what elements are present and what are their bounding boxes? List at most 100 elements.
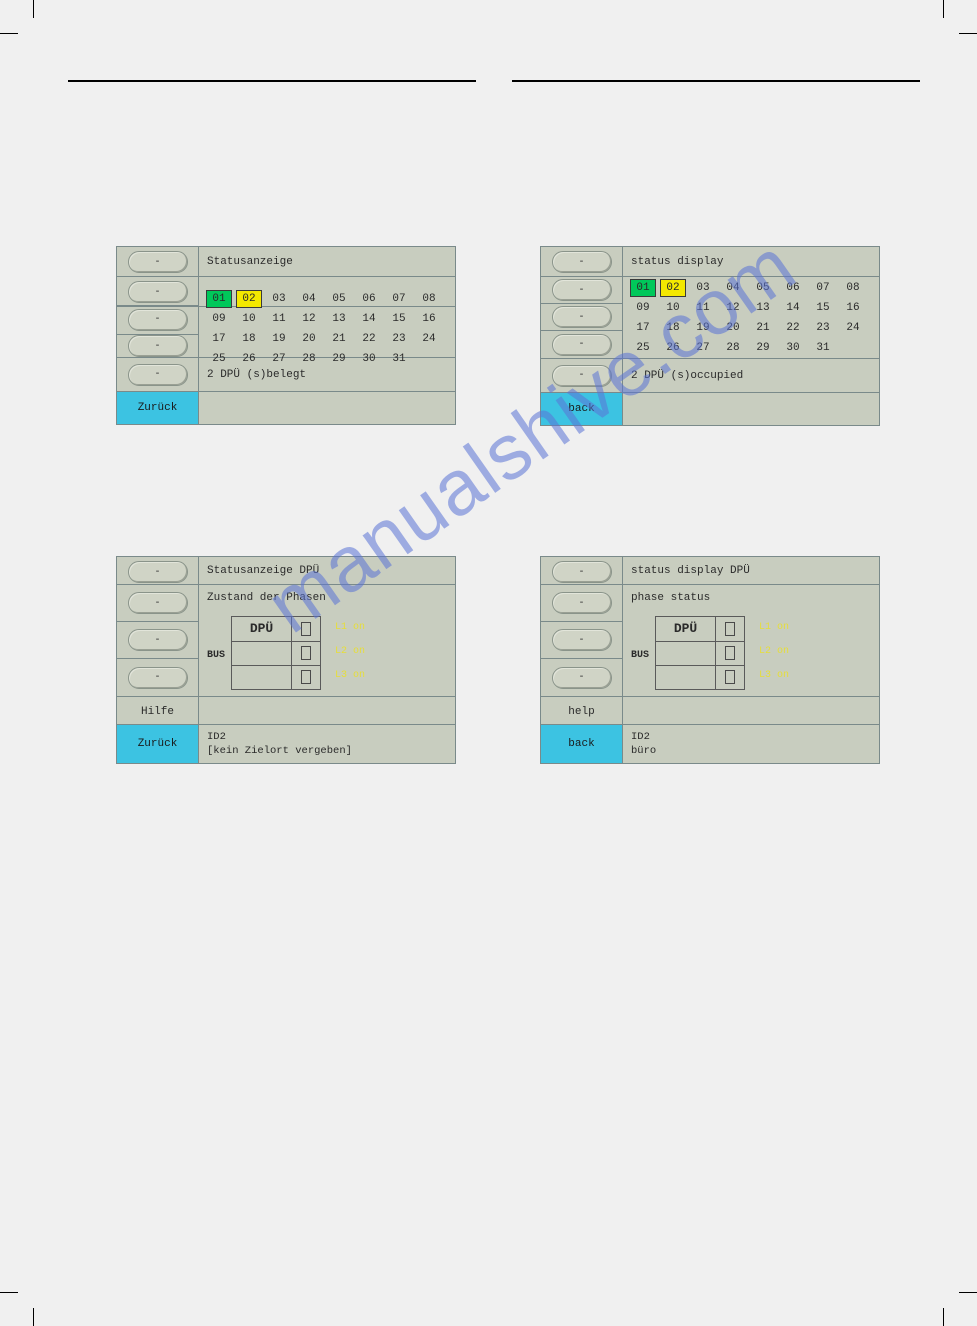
dpu-cell-15[interactable]: 15 [811,300,835,316]
dpu-cell-09[interactable]: 09 [631,300,655,316]
dpu-cell-18[interactable]: 18 [661,320,685,336]
dpu-cell-03[interactable]: 03 [267,291,291,307]
phase-panel-de: - Statusanzeige DPÜ - - - Zustand der Ph… [116,556,456,764]
dpu-cell-20[interactable]: 20 [297,331,321,347]
panel-title: Statusanzeige DPÜ [207,565,447,577]
phase-led-1 [301,622,311,636]
side-button-3[interactable]: - [117,622,198,659]
dpu-cell-11[interactable]: 11 [691,300,715,316]
dpu-cell-09[interactable]: 09 [207,311,231,327]
dpu-cell-24[interactable]: 24 [841,320,865,336]
dpu-cell-12[interactable]: 12 [721,300,745,316]
dpu-cell-03[interactable]: 03 [691,280,715,296]
phase-subtitle: phase status [631,592,871,604]
side-button-1[interactable]: - [541,557,623,587]
dpu-cell-05[interactable]: 05 [751,280,775,296]
side-button-4[interactable]: - [117,659,198,696]
back-button[interactable]: back [541,725,623,763]
dpu-cell-07[interactable]: 07 [387,291,411,307]
side-button-1[interactable]: - [541,247,623,277]
id-line-2: [kein Zielort vergeben] [207,745,447,757]
crop-mark [943,1308,944,1326]
help-button[interactable]: help [541,697,623,727]
dpu-cell-14[interactable]: 14 [357,311,381,327]
dpu-cell-01[interactable]: 01 [631,280,655,296]
dpu-cell-08[interactable]: 08 [417,291,441,307]
dpu-cell-06[interactable]: 06 [781,280,805,296]
side-button-3[interactable]: - [541,622,622,659]
dpu-cell-07[interactable]: 07 [811,280,835,296]
side-button-1[interactable]: - [117,247,199,277]
side-button-5[interactable]: - [541,359,623,392]
phase-led-3 [301,670,311,684]
dpu-cell-27[interactable]: 27 [691,340,715,356]
dpu-cell-04[interactable]: 04 [721,280,745,296]
help-button-label: Hilfe [141,706,174,718]
side-button-4[interactable]: - [541,659,622,696]
dpu-cell-31[interactable]: 31 [811,340,835,356]
header-rule-right [512,80,920,82]
dpu-cell-15[interactable]: 15 [387,311,411,327]
dpu-cell-29[interactable]: 29 [751,340,775,356]
dpu-cell-19[interactable]: 19 [267,331,291,347]
dpu-cell-20[interactable]: 20 [721,320,745,336]
dpu-cell-30[interactable]: 30 [781,340,805,356]
side-button-1[interactable]: - [117,557,199,587]
dpu-cell-22[interactable]: 22 [357,331,381,347]
phase-label-3: L3 on [759,664,789,688]
dpu-cell-14[interactable]: 14 [781,300,805,316]
dpu-cell-23[interactable]: 23 [811,320,835,336]
dpu-cell-17[interactable]: 17 [207,331,231,347]
side-button-2[interactable]: - [541,585,622,622]
dpu-cell-02[interactable]: 02 [237,291,261,307]
dpu-cell-24[interactable]: 24 [417,331,441,347]
dpu-cell-06[interactable]: 06 [357,291,381,307]
crop-mark [33,0,34,18]
dpu-cell-16[interactable]: 16 [417,311,441,327]
back-button[interactable]: Zurück [117,392,199,424]
side-button-2[interactable]: - [541,277,622,304]
dpu-cell-11[interactable]: 11 [267,311,291,327]
dpu-cell-12[interactable]: 12 [297,311,321,327]
dpu-cell-13[interactable]: 13 [327,311,351,327]
crop-mark [959,1292,977,1293]
dpu-cell-18[interactable]: 18 [237,331,261,347]
occupied-text: 2 DPÜ (s)belegt [207,369,447,381]
phase-label-1: L1 on [335,616,365,640]
dpu-cell-02[interactable]: 02 [661,280,685,296]
dpu-cell-13[interactable]: 13 [751,300,775,316]
dpu-cell-19[interactable]: 19 [691,320,715,336]
dpu-cell-04[interactable]: 04 [297,291,321,307]
status-panel-de: - Statusanzeige - - - 010203040506070809… [116,246,456,425]
dpu-number-grid: 01 02 03 04 05 06 07 08 09 10 11 12 13 14 15 16 17 18 19 20… [631,280,871,356]
crop-mark [943,0,944,18]
dpu-cell-08[interactable]: 08 [841,280,865,296]
dpu-cell-21[interactable]: 21 [327,331,351,347]
side-button-4[interactable]: - [117,335,198,357]
dpu-cell-01[interactable]: 01 [207,291,231,307]
side-button-3[interactable]: - [117,306,198,336]
side-button-4[interactable]: - [541,331,622,358]
phase-label-2: L2 on [759,640,789,664]
dpu-cell-26[interactable]: 26 [661,340,685,356]
dpu-cell-05[interactable]: 05 [327,291,351,307]
side-button-2[interactable]: - [117,585,198,622]
dpu-cell-10[interactable]: 10 [661,300,685,316]
phase-led-2 [301,646,311,660]
help-button[interactable]: Hilfe [117,697,199,727]
side-button-3[interactable]: - [541,304,622,331]
dpu-cell-25[interactable]: 25 [631,340,655,356]
phase-panel-en: - status display DPÜ - - - phase status … [540,556,880,764]
back-button-label: Zurück [138,402,178,414]
dpu-cell-16[interactable]: 16 [841,300,865,316]
dpu-cell-23[interactable]: 23 [387,331,411,347]
dpu-cell-10[interactable]: 10 [237,311,261,327]
back-button[interactable]: back [541,393,623,425]
dpu-cell-21[interactable]: 21 [751,320,775,336]
back-button[interactable]: Zurück [117,725,199,763]
side-button-5[interactable]: - [117,358,199,391]
dpu-cell-22[interactable]: 22 [781,320,805,336]
dpu-cell-17[interactable]: 17 [631,320,655,336]
dpu-cell-28[interactable]: 28 [721,340,745,356]
crop-mark [33,1308,34,1326]
